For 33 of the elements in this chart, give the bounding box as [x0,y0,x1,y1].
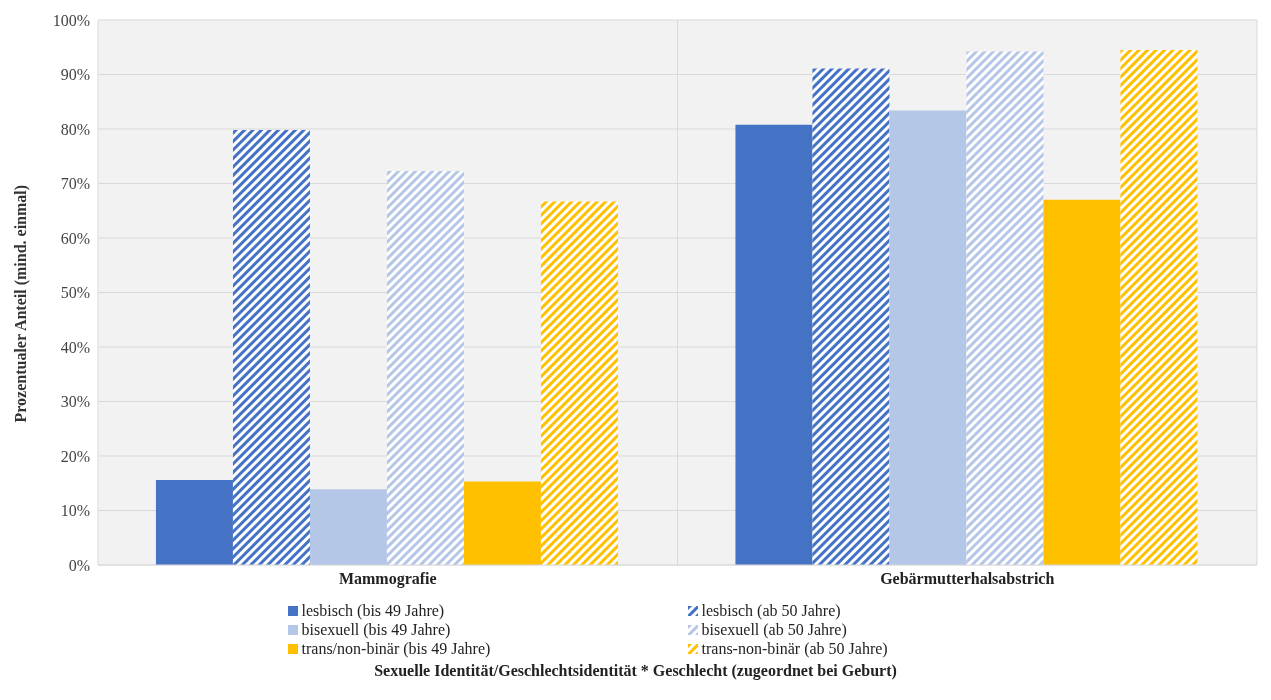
y-axis-title: Prozentualer Anteil (mind. einmal) [11,184,30,423]
bar [735,124,813,565]
legend-label: lesbisch (bis 49 Jahre) [301,601,445,620]
y-tick-label: 40% [60,338,90,356]
y-tick-label: 0% [68,556,90,574]
y-tick-label: 80% [60,120,90,138]
bar [232,130,310,565]
y-tick-label: 20% [60,447,90,465]
y-tick-label: 50% [60,284,90,302]
x-tick-label: Gebärmutterhalsabstrich [880,570,1055,588]
x-axis-title: Sexuelle Identität/Geschlechtsidentität * Geschlecht (zugeordnet bei Geburt) [373,662,898,680]
legend-label: lesbisch (ab 50 Jahre) [701,601,841,620]
bar [1043,199,1121,565]
bar [309,489,387,565]
y-tick-label: 10% [60,502,90,520]
y-tick-label: 30% [60,393,90,411]
bar [1120,49,1198,565]
legend-label: bisexuell (ab 50 Jahre) [701,620,847,639]
bar [966,51,1044,565]
bar [386,170,464,565]
y-tick-label: 100% [52,11,90,29]
y-tick-label: 90% [60,66,90,84]
bar [155,479,233,565]
y-tick-label: 70% [60,175,90,193]
bar [889,110,967,565]
bar [812,68,890,565]
y-tick-label: 60% [60,229,90,247]
x-tick-label: Mammografie [338,570,437,589]
legend-label: trans-non-binär (ab 50 Jahre) [701,639,888,658]
legend-label: trans/non-binär (bis 49 Jahre) [301,639,491,658]
bar [463,481,541,565]
bar [540,201,618,565]
legend-label: bisexuell (bis 49 Jahre) [301,620,451,639]
